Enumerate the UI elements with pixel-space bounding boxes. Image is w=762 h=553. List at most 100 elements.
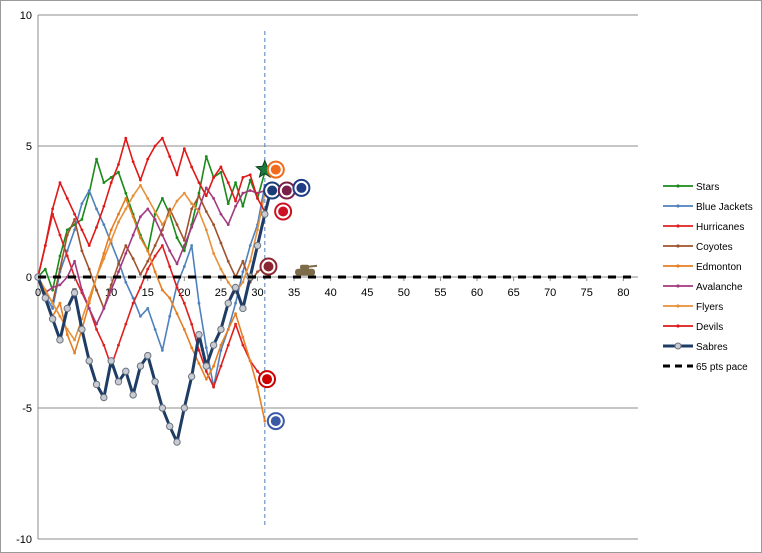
data-point	[146, 259, 150, 263]
data-point	[51, 307, 55, 310]
series-line	[37, 137, 266, 278]
data-point	[204, 377, 208, 381]
series-line	[37, 197, 266, 422]
data-point	[51, 288, 55, 292]
data-point	[43, 244, 47, 247]
data-point	[124, 244, 128, 247]
data-point	[139, 272, 142, 276]
data-point	[73, 212, 76, 216]
legend-label: Blue Jackets	[696, 202, 753, 213]
data-point	[219, 348, 223, 352]
data-point	[124, 191, 128, 195]
data-point	[124, 252, 128, 255]
data-point	[241, 343, 245, 347]
data-point	[204, 155, 208, 158]
data-point	[85, 357, 93, 365]
data-point	[58, 267, 62, 271]
data-point	[219, 212, 223, 216]
data-point	[117, 162, 120, 166]
data-point	[241, 335, 245, 339]
legend-item: Flyers	[663, 302, 723, 313]
series-line	[37, 184, 266, 341]
data-point	[80, 217, 84, 221]
legend-marker	[676, 304, 680, 308]
data-point	[43, 267, 47, 271]
data-point	[109, 238, 113, 242]
data-point	[234, 301, 237, 305]
data-point	[92, 380, 101, 389]
data-point	[65, 228, 69, 232]
data-point	[226, 280, 230, 284]
data-point	[122, 367, 130, 376]
data-point	[219, 170, 223, 174]
series-avalanche	[36, 186, 267, 326]
data-point	[168, 207, 172, 211]
data-point	[146, 267, 150, 271]
data-point	[204, 228, 208, 232]
data-point	[73, 259, 76, 263]
data-point	[241, 270, 245, 274]
data-point	[182, 191, 186, 195]
data-point	[231, 283, 240, 292]
data-point	[219, 165, 223, 169]
data-point	[139, 215, 142, 219]
data-point	[263, 419, 267, 423]
data-point	[212, 197, 216, 200]
data-point	[190, 225, 194, 229]
data-point	[168, 212, 172, 216]
data-point	[212, 223, 216, 227]
data-point	[175, 199, 179, 203]
data-point	[95, 157, 98, 161]
data-point	[41, 294, 50, 302]
data-point	[248, 173, 252, 177]
y-tick-label: 10	[20, 10, 32, 22]
data-point	[197, 348, 201, 352]
data-point	[212, 252, 216, 255]
data-point	[197, 194, 201, 198]
data-point	[175, 236, 179, 240]
data-point	[226, 202, 230, 206]
data-point	[256, 369, 259, 373]
data-point	[160, 228, 164, 232]
data-point	[248, 359, 252, 363]
data-point	[190, 207, 194, 211]
x-tick-label: 45	[361, 287, 373, 299]
x-tick-label: 35	[288, 287, 300, 299]
data-point	[256, 270, 259, 274]
data-point	[73, 351, 76, 355]
y-tick-label: -10	[16, 534, 32, 546]
data-point	[219, 364, 223, 368]
data-point	[107, 357, 115, 365]
data-point	[160, 288, 164, 292]
data-point	[190, 346, 194, 350]
logo-core	[270, 164, 281, 175]
data-point	[131, 160, 135, 164]
data-point	[241, 176, 245, 179]
data-point	[58, 283, 62, 287]
data-point	[202, 362, 210, 370]
legend-label: Coyotes	[696, 242, 733, 253]
data-point	[109, 283, 113, 287]
sabres-logo-icon	[292, 178, 311, 197]
data-point	[182, 238, 186, 242]
data-point	[197, 181, 201, 185]
data-point	[100, 393, 108, 402]
data-point	[146, 197, 150, 200]
data-point	[109, 228, 113, 232]
legend-label: 65 pts pace	[696, 362, 748, 373]
data-point	[58, 254, 62, 258]
data-point	[131, 194, 135, 198]
data-point	[248, 189, 252, 192]
legend-item: Coyotes	[663, 242, 733, 253]
data-point	[168, 314, 172, 318]
team-logos	[255, 159, 318, 431]
data-point	[95, 328, 98, 331]
devils-logo-icon	[274, 202, 293, 221]
data-point	[234, 199, 237, 203]
data-point	[241, 259, 245, 263]
data-point	[241, 204, 245, 208]
tank-barrel	[307, 264, 318, 268]
data-point	[43, 288, 47, 292]
